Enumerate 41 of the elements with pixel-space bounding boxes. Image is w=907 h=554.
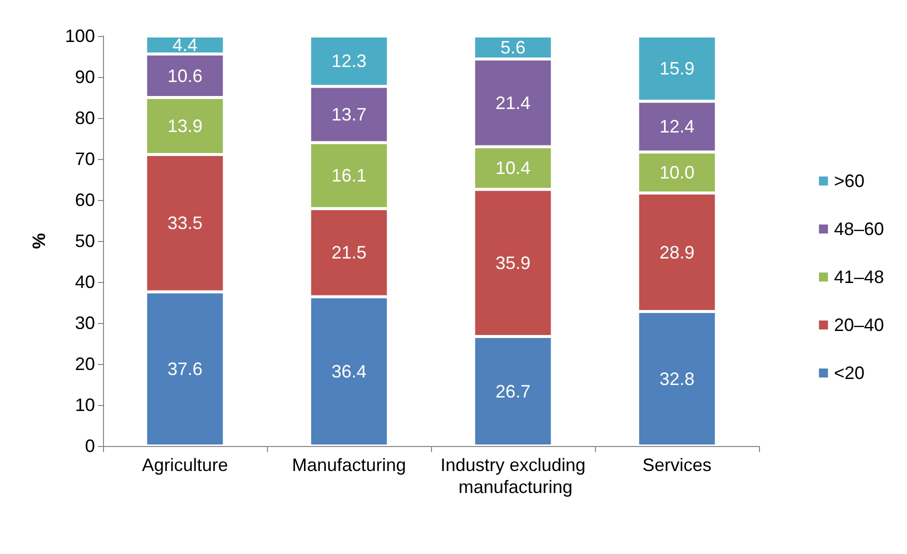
y-tick-label: 80	[74, 108, 95, 128]
y-tick-label: 90	[74, 67, 95, 87]
data-label: 37.6	[167, 358, 203, 379]
data-label: 12.4	[659, 116, 695, 137]
x-tick-label: Services	[642, 455, 712, 475]
data-label: 5.6	[500, 37, 526, 58]
data-label: 12.3	[331, 51, 367, 72]
data-label: 21.4	[495, 92, 531, 113]
y-tick-label: 20	[74, 354, 95, 374]
data-label: 21.5	[331, 242, 367, 263]
data-label: 4.4	[172, 35, 198, 56]
y-tick-label: 10	[74, 395, 95, 415]
legend-label: 48–60	[834, 219, 884, 239]
data-label: 13.9	[167, 116, 203, 136]
data-label: 10.0	[659, 162, 695, 183]
y-tick-label: 30	[74, 313, 95, 333]
legend-label: >60	[834, 171, 864, 191]
data-label: 10.6	[167, 66, 203, 86]
data-label: 36.4	[331, 361, 367, 382]
y-tick-label: 70	[74, 149, 95, 169]
legend-label: 41–48	[834, 267, 884, 287]
x-tick-label: Agriculture	[142, 455, 228, 475]
legend-label: <20	[834, 363, 864, 383]
x-tick-label: Industry excluding manufacturing	[440, 455, 586, 497]
x-tick-label: Manufacturing	[292, 455, 406, 475]
data-label: 35.9	[495, 252, 531, 273]
data-label: 13.7	[331, 104, 367, 125]
y-tick-label: 50	[74, 231, 95, 251]
y-axis-title: %	[29, 232, 49, 250]
data-label: 10.4	[495, 158, 531, 178]
data-label: 33.5	[167, 213, 203, 234]
data-label: 32.8	[659, 368, 695, 389]
y-tick-label: 100	[64, 26, 95, 46]
y-tick-label: 0	[84, 436, 95, 456]
data-label: 16.1	[331, 166, 367, 186]
data-label: 28.9	[659, 242, 695, 262]
y-tick-label: 60	[74, 190, 95, 210]
data-label: 26.7	[495, 381, 531, 402]
y-tick-label: 40	[74, 272, 95, 292]
data-label: 15.9	[659, 58, 695, 79]
legend-label: 20–40	[834, 315, 884, 335]
